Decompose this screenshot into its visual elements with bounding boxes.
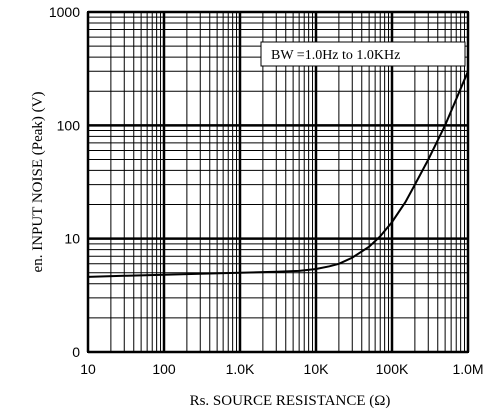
annotation-text: BW =1.0Hz to 1.0KHz bbox=[271, 48, 400, 63]
x-tick-label: 100 bbox=[152, 361, 176, 377]
x-tick-label: 10K bbox=[304, 361, 330, 377]
minor-grid bbox=[88, 12, 468, 352]
y-tick-label: 100 bbox=[57, 117, 81, 133]
y-tick-label: 0 bbox=[72, 344, 80, 360]
annotation-group: BW =1.0Hz to 1.0KHz bbox=[260, 41, 466, 67]
annotation-box bbox=[260, 41, 466, 67]
y-tick-label: 1000 bbox=[49, 4, 80, 20]
y-tick-labels: 0 10 100 1000 bbox=[49, 4, 80, 360]
x-tick-label: 100K bbox=[376, 361, 409, 377]
x-tick-label: 10 bbox=[80, 361, 96, 377]
x-tick-label: 1.0K bbox=[226, 361, 255, 377]
x-tick-label: 1.0M bbox=[452, 361, 483, 377]
x-tick-labels: 10 100 1.0K 10K 100K 1.0M bbox=[80, 361, 483, 377]
y-axis-title: en. INPUT NOISE (Peak) (V) bbox=[30, 92, 46, 273]
y-tick-label: 10 bbox=[64, 231, 80, 247]
plot-frame bbox=[87, 11, 469, 353]
x-axis-title: Rs. SOURCE RESISTANCE (Ω) bbox=[190, 393, 391, 409]
series-layer bbox=[87, 70, 469, 278]
series-line bbox=[87, 70, 469, 278]
